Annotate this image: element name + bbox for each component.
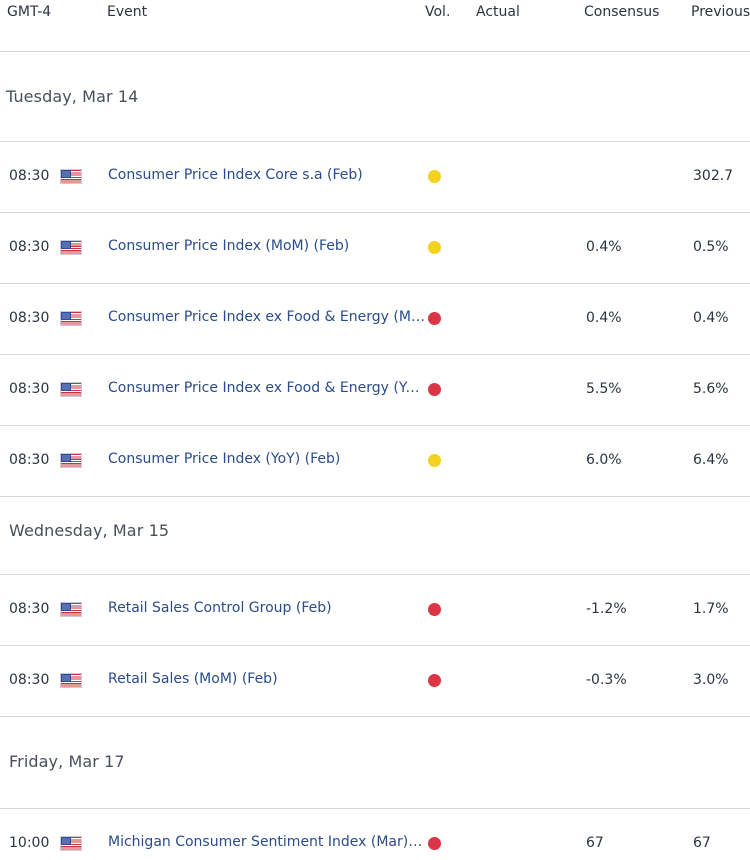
table-header: GMT-4 Event Vol. Actual Consensus Previo… [0,0,750,52]
event-time: 08:30 [9,168,50,184]
consensus-value: 0.4% [586,310,622,326]
consensus-value: 0.4% [586,239,622,255]
previous-value: 0.4% [693,310,729,326]
event-name-link[interactable]: Consumer Price Index ex Food & Energy (Y… [108,380,426,396]
day-label: Friday, Mar 17 [9,752,125,771]
event-row[interactable]: 08:30 Consumer Price Index ex Food & Ener… [0,355,750,426]
previous-value: 1.7% [693,601,729,617]
consensus-value: 67 [586,835,604,851]
high-volatility-icon [428,674,441,687]
medium-volatility-icon [428,170,441,183]
event-row[interactable]: 08:30 Consumer Price Index ex Food & Ener… [0,284,750,355]
event-time: 10:00 [9,835,50,851]
event-name-link[interactable]: Consumer Price Index ex Food & Energy (M… [108,309,426,325]
event-time: 08:30 [9,310,50,326]
event-time: 08:30 [9,381,50,397]
event-row[interactable]: 10:00 Michigan Consumer Sentiment Index (… [0,809,750,860]
event-time: 08:30 [9,601,50,617]
event-name-link[interactable]: Retail Sales Control Group (Feb) [108,600,332,616]
event-name-link[interactable]: Consumer Price Index (YoY) (Feb) [108,451,341,467]
event-name-link[interactable]: Consumer Price Index Core s.a (Feb) [108,167,363,183]
high-volatility-icon [428,837,441,850]
consensus-value: 6.0% [586,452,622,468]
event-name-link[interactable]: Consumer Price Index (MoM) (Feb) [108,238,350,254]
day-group-header: Wednesday, Mar 15 [0,497,750,575]
us-flag-icon [60,673,82,688]
us-flag-icon [60,836,82,851]
event-name-link[interactable]: Retail Sales (MoM) (Feb) [108,671,278,687]
consensus-value: -0.3% [586,672,627,688]
previous-value: 3.0% [693,672,729,688]
high-volatility-icon [428,312,441,325]
us-flag-icon [60,453,82,468]
medium-volatility-icon [428,454,441,467]
previous-column-header: Previous [691,4,750,20]
previous-value: 67 [693,835,711,851]
event-time: 08:30 [9,452,50,468]
actual-column-header: Actual [476,4,520,20]
event-time: 08:30 [9,672,50,688]
us-flag-icon [60,311,82,326]
us-flag-icon [60,382,82,397]
us-flag-icon [60,240,82,255]
consensus-value: -1.2% [586,601,627,617]
volatility-column-header: Vol. [425,4,451,20]
previous-value: 6.4% [693,452,729,468]
previous-value: 0.5% [693,239,729,255]
high-volatility-icon [428,383,441,396]
day-group-header: Tuesday, Mar 14 [0,52,750,142]
timezone-header[interactable]: GMT-4 [7,4,52,20]
event-row[interactable]: 08:30 Consumer Price Index Core s.a (Feb)… [0,142,750,213]
event-row[interactable]: 08:30 Consumer Price Index (YoY) (Feb) 6.0… [0,426,750,497]
day-label: Wednesday, Mar 15 [9,521,170,540]
day-label: Tuesday, Mar 14 [6,87,139,106]
consensus-value: 5.5% [586,381,622,397]
event-row[interactable]: 08:30 Retail Sales (MoM) (Feb) -0.3% 3.0% [0,646,750,717]
previous-value: 5.6% [693,381,729,397]
us-flag-icon [60,602,82,617]
consensus-column-header: Consensus [584,4,660,20]
event-row[interactable]: 08:30 Consumer Price Index (MoM) (Feb) 0.4… [0,213,750,284]
us-flag-icon [60,169,82,184]
event-name-link[interactable]: Michigan Consumer Sentiment Index (Mar)P… [108,834,426,850]
medium-volatility-icon [428,241,441,254]
event-column-header: Event [107,4,148,20]
day-group-header: Friday, Mar 17 [0,717,750,809]
event-time: 08:30 [9,239,50,255]
event-row[interactable]: 08:30 Retail Sales Control Group (Feb) -1.… [0,575,750,646]
previous-value: 302.7 [693,168,734,184]
high-volatility-icon [428,603,441,616]
